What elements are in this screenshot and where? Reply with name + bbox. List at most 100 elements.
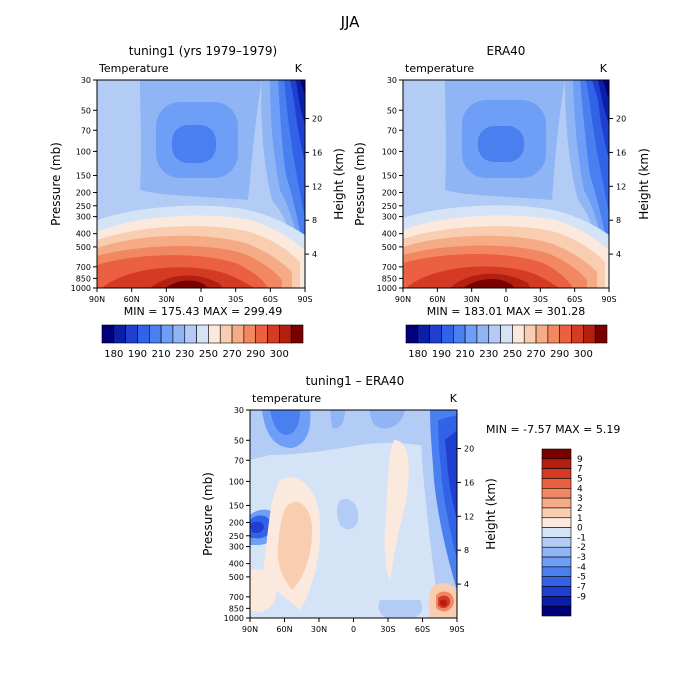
x-tick-label: 90N [89,295,105,304]
colorbar-swatch [541,507,572,519]
x-tick-label: 30S [228,295,243,304]
y2-tick-label: 4 [464,580,469,589]
colorbar-swatch [255,324,268,344]
colorbar-swatch [541,448,572,460]
colorbar-label: 300 [574,349,593,360]
x-tick-label: 90S [297,295,312,304]
y-tick-label: 50 [234,436,244,445]
min-max-text: MIN = -7.57 MAX = 5.19 [486,423,620,436]
y-tick-label: 200 [382,189,397,198]
colorbar: 180 190 210 230 250 270 290 300 [405,324,608,360]
colorbar-swatch [441,324,454,344]
colorbar-swatch [125,324,138,344]
colorbar-swatch [541,468,572,479]
y-tick-label: 300 [229,543,244,552]
y2-axis-label: Height (km) [637,148,651,219]
x-tick-label: 60S [567,295,582,304]
x-axis: 90N 60N 30N 0 30S 60S 90S [242,618,465,634]
y-tick-label: 200 [76,189,91,198]
colorbar-label: 9 [577,455,583,465]
colorbar-swatch [541,458,572,469]
colorbar: 180 190 210 230 250 270 290 300 [101,324,304,360]
colorbar-swatch [148,324,162,344]
y-tick-label: 300 [76,213,91,222]
x-tick-label: 90S [449,625,464,634]
y-axis-label: Pressure (mb) [353,142,367,226]
colorbar-swatch [172,324,186,344]
y2-tick-label: 12 [312,182,322,191]
colorbar-swatch [547,324,561,344]
y-tick-label: 850 [229,604,244,613]
y-tick-label: 1000 [224,614,244,623]
colorbar-swatch [113,324,126,344]
contour-field [97,80,305,288]
colorbar-label: 4 [577,484,583,494]
panel-units: K [600,62,608,75]
colorbar-swatch [541,596,572,607]
y-axis-label: Pressure (mb) [201,472,215,556]
y2-tick-label: 16 [312,148,322,157]
y2-tick-label: 8 [464,546,469,555]
colorbar-label: 0 [577,524,583,534]
x-tick-label: 0 [503,295,508,304]
y-tick-label: 700 [382,263,397,272]
colorbar-swatch [523,324,537,344]
y-tick-label: 300 [382,213,397,222]
colorbar-swatch [541,605,572,617]
colorbar-swatch [208,324,221,344]
colorbar-swatch [541,576,572,587]
x-tick-label: 60N [429,295,445,304]
colorbar-swatch [541,566,572,578]
panel-title: tuning1 (yrs 1979–1979) [129,44,277,58]
colorbar-swatch [559,324,572,344]
colorbar-swatch [541,517,572,528]
colorbar-swatch [476,324,490,344]
x-tick-label: 90N [395,295,411,304]
x-tick-label: 60N [124,295,140,304]
colorbar-swatch [267,324,280,344]
colorbar-label: -5 [577,573,586,583]
colorbar-label: 190 [432,349,451,360]
y2-tick-label: 16 [464,478,474,487]
colorbar-swatch [541,586,572,597]
y2-axis: 20 16 12 8 4 [457,445,474,589]
y-tick-label: 150 [229,501,244,510]
panel-title: tuning1 – ERA40 [306,374,405,388]
x-tick-label: 60N [276,625,292,634]
x-tick-label: 30N [158,295,174,304]
y2-axis-label: Height (km) [332,148,346,219]
colorbar-swatch [196,324,209,344]
colorbar-label: -2 [577,543,586,553]
panel-subtitle-left: temperature [252,392,321,405]
colorbar-swatch [541,487,572,499]
colorbar-swatch [541,537,572,548]
colorbar-swatch [184,324,197,344]
colorbar-label: 270 [527,349,546,360]
y-tick-label: 500 [229,573,244,582]
colorbar-label: 300 [270,349,289,360]
x-axis: 90N 60N 30N 0 30S 60S 90S [395,288,617,304]
colorbar-swatch [279,324,292,344]
y2-tick-label: 8 [616,216,621,225]
colorbar-label: 190 [128,349,147,360]
y-tick-label: 70 [387,126,397,135]
colorbar-swatch [160,324,174,344]
colorbar-label: -7 [577,583,586,593]
y-tick-label: 250 [382,202,397,211]
y-tick-label: 700 [229,593,244,602]
colorbar-swatch [512,324,525,344]
contour-field [250,410,457,618]
x-tick-label: 60S [263,295,278,304]
y-tick-label: 30 [81,76,91,85]
panel-subtitle-left: temperature [405,62,474,75]
colorbar-label: 250 [503,349,522,360]
colorbar-swatch [243,324,257,344]
colorbar-label: -4 [577,563,586,573]
colorbar-swatch [594,324,608,344]
contour-field [403,80,609,288]
y2-tick-label: 12 [464,512,474,521]
colorbar-swatch [541,478,572,489]
